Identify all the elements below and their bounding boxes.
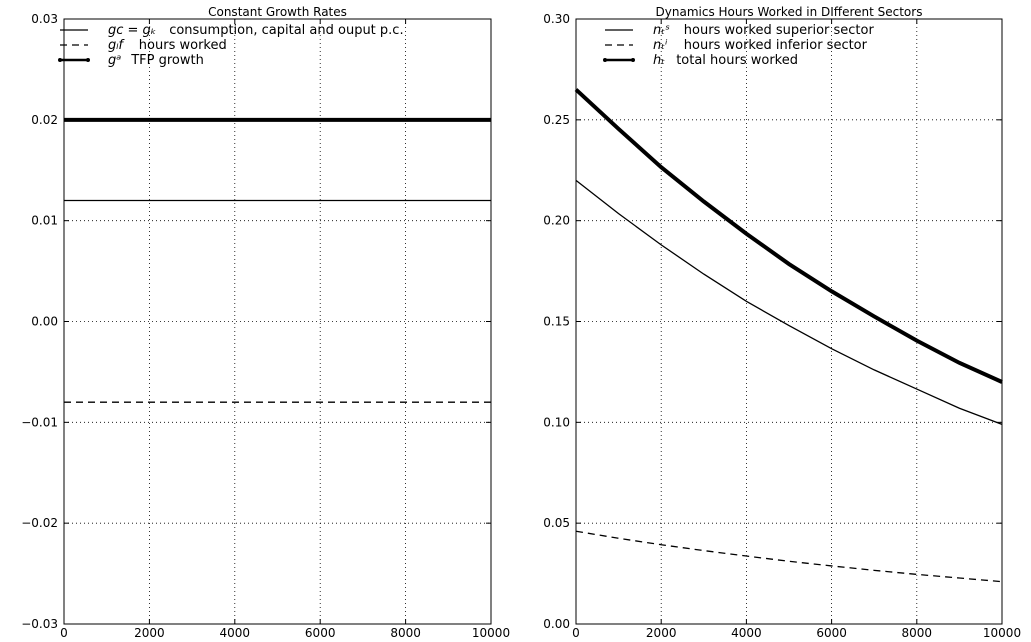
y-tick-label: 0.05 bbox=[543, 516, 570, 530]
x-tick-label: 8000 bbox=[390, 626, 421, 640]
y-tick-label: −0.03 bbox=[21, 617, 58, 631]
series-line-1 bbox=[575, 530, 1003, 583]
legend-math-1: gₗf bbox=[108, 38, 125, 53]
series-line-2 bbox=[574, 88, 1003, 384]
y-tick-label: 0.15 bbox=[543, 315, 570, 329]
legend-label-0: consumption, capital and ouput p.c. bbox=[169, 23, 403, 38]
legend-label-1: hours worked bbox=[139, 38, 227, 53]
x-tick-label: 10000 bbox=[983, 626, 1021, 640]
x-tick-label: 0 bbox=[572, 626, 580, 640]
y-tick-label: −0.02 bbox=[21, 516, 58, 530]
legend-marker bbox=[58, 58, 62, 62]
legend-math-1: nₜⁱ bbox=[653, 38, 668, 53]
chart-title: Dynamics Hours Worked in DIfferent Secto… bbox=[656, 5, 923, 19]
legend-label-2: total hours worked bbox=[676, 53, 798, 68]
legend-marker bbox=[603, 58, 607, 62]
y-tick-label: 0.01 bbox=[31, 214, 58, 228]
x-tick-label: 2000 bbox=[646, 626, 677, 640]
legend-math-2: hₜ bbox=[653, 53, 665, 68]
x-tick-label: 8000 bbox=[902, 626, 933, 640]
y-tick-label: 0.02 bbox=[31, 113, 58, 127]
x-tick-label: 10000 bbox=[472, 626, 510, 640]
y-tick-label: 0.25 bbox=[543, 113, 570, 127]
y-tick-label: 0.03 bbox=[31, 12, 58, 26]
legend-marker bbox=[86, 58, 90, 62]
y-tick-label: 0.10 bbox=[543, 415, 570, 429]
growth-rates-chart: 0 2000 4000 6000 8000 10000 −0.03 −0.02 −0.01 0.0… bbox=[21, 5, 510, 640]
hours-worked-chart: 0 2000 4000 6000 8000 10000 0.00 0.05 0.10 0.15 0.… bbox=[543, 5, 1021, 640]
legend-label-0: hours worked superior sector bbox=[684, 23, 875, 38]
y-tick-label: 0.20 bbox=[543, 214, 570, 228]
series-line-0 bbox=[575, 179, 1003, 425]
legend-math-2: gᵃ bbox=[108, 53, 121, 68]
y-tick-label: −0.01 bbox=[21, 415, 58, 429]
x-tick-label: 4000 bbox=[731, 626, 762, 640]
y-tick-label: 0.00 bbox=[31, 315, 58, 329]
legend-label-1: hours worked inferior sector bbox=[684, 38, 868, 53]
x-tick-label: 2000 bbox=[134, 626, 165, 640]
y-tick-label: 0.00 bbox=[543, 617, 570, 631]
legend-math-0: nₜˢ bbox=[653, 23, 670, 38]
legend-math-0: gᴄ = gₖ bbox=[108, 23, 156, 38]
chart-title: Constant Growth Rates bbox=[208, 5, 347, 19]
y-tick-label: 0.30 bbox=[543, 12, 570, 26]
x-tick-label: 6000 bbox=[816, 626, 847, 640]
x-tick-label: 4000 bbox=[220, 626, 251, 640]
x-tick-label: 6000 bbox=[305, 626, 336, 640]
legend-marker bbox=[631, 58, 635, 62]
legend-label-2: TFP growth bbox=[130, 53, 204, 68]
x-tick-label: 0 bbox=[60, 626, 68, 640]
